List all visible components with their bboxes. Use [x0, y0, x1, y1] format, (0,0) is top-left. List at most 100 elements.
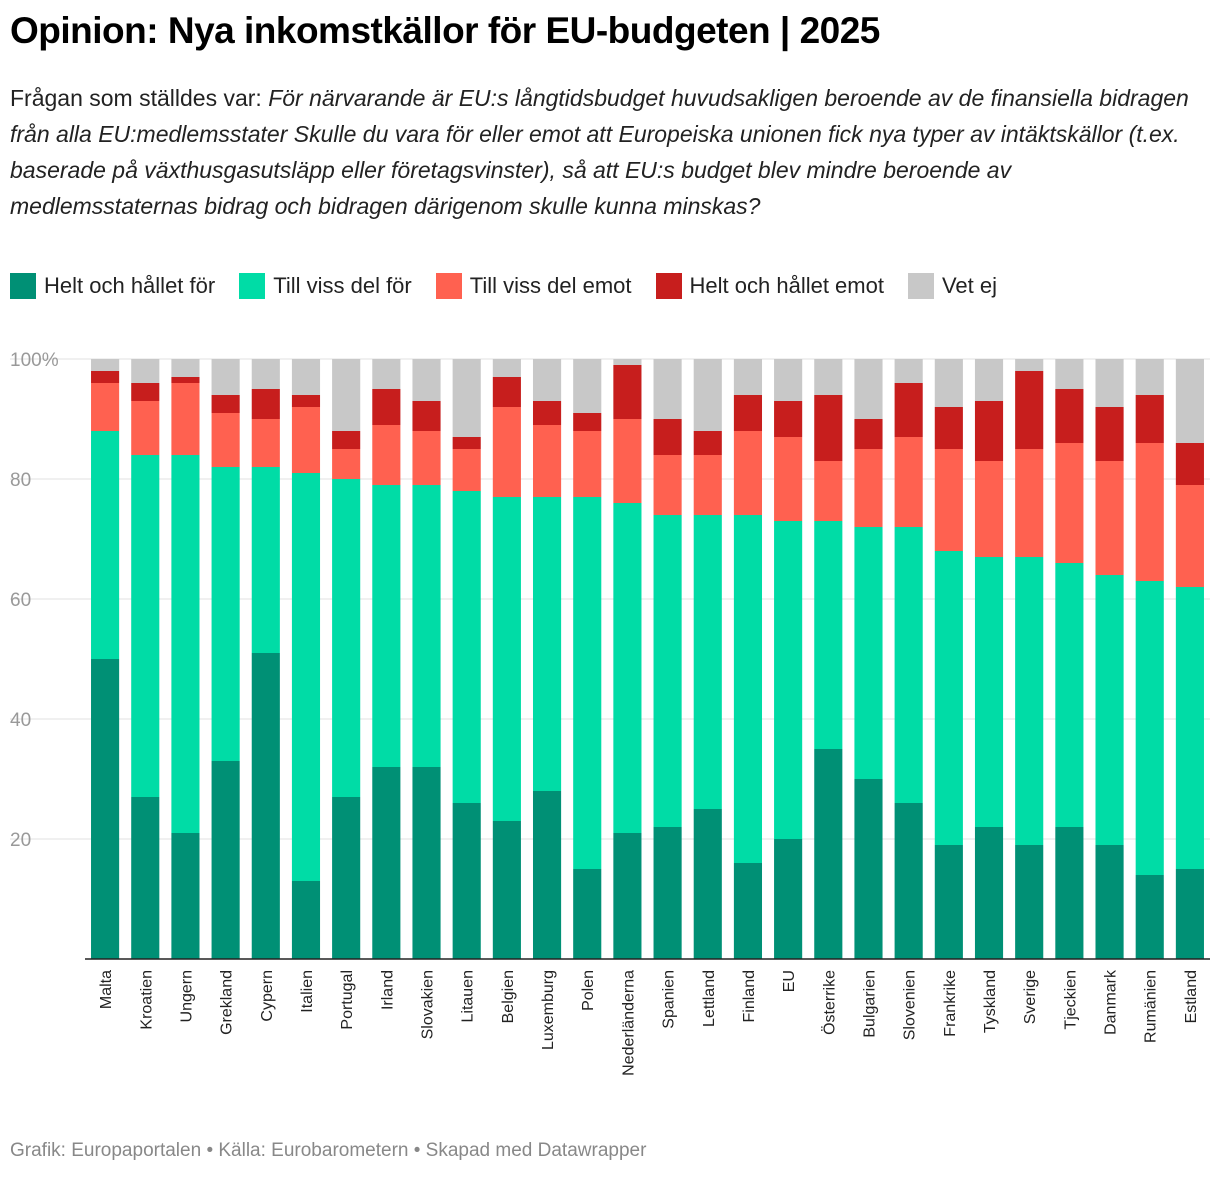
subtitle: För närvarande är EU:s långtidsbudget hu…	[10, 85, 1189, 219]
bar-segment	[613, 419, 642, 503]
bar-segment	[814, 749, 843, 959]
bar-segment	[412, 767, 441, 959]
bar-segment	[532, 791, 562, 959]
bar-segment	[573, 497, 602, 869]
bar-segment	[653, 515, 682, 827]
bar-segment	[774, 359, 803, 401]
bar-segment	[372, 389, 401, 425]
x-tick-label: Belgien	[500, 970, 517, 1023]
x-tick-label: Österrike	[820, 970, 838, 1035]
bar-segment	[211, 395, 240, 413]
bar-segment	[974, 827, 1004, 959]
bar-segment	[934, 551, 963, 845]
bar-segment	[1055, 443, 1084, 563]
bar-segment	[1015, 557, 1044, 845]
bar-segment	[452, 803, 481, 959]
bar-segment	[854, 527, 883, 779]
bar-segment	[573, 413, 602, 431]
bar-segment	[452, 449, 481, 491]
bar-segment	[693, 515, 722, 809]
bar-segment	[1015, 845, 1044, 959]
bar-segment	[532, 425, 562, 497]
legend-swatch	[239, 273, 266, 299]
bar-segment	[171, 359, 200, 377]
subtitle-block: Frågan som ställdes var: För närvarande …	[10, 80, 1200, 224]
bar-segment	[1015, 371, 1044, 449]
bar-segment	[693, 455, 722, 515]
bar-segment	[211, 359, 240, 395]
bar-segment	[974, 359, 1004, 401]
bar-segment	[894, 803, 923, 959]
x-tick-label: EU	[781, 970, 798, 992]
bar-segment	[412, 485, 441, 767]
bar-segment	[1175, 869, 1204, 959]
bar-segment	[854, 449, 883, 527]
y-tick-label: 40	[10, 710, 31, 731]
bar-segment	[1175, 485, 1204, 587]
bar-segment	[492, 497, 521, 821]
bar-segment	[1135, 875, 1164, 959]
bar-segment	[934, 845, 963, 959]
bar-segment	[211, 761, 240, 959]
y-tick-label: 80	[10, 470, 31, 491]
bar-segment	[171, 455, 200, 833]
bar-segment	[1095, 845, 1124, 959]
legend-swatch	[10, 273, 36, 299]
bar-segment	[1055, 827, 1084, 959]
x-tick-label: Tjeckien	[1062, 970, 1079, 1030]
bar-segment	[131, 455, 160, 797]
bar-segment	[894, 359, 923, 383]
bar-segment	[613, 503, 642, 833]
bar-segment	[1095, 407, 1124, 461]
bar-segment	[1175, 587, 1204, 869]
x-tick-label: Kroatien	[138, 970, 155, 1030]
bar-segment	[251, 467, 280, 653]
bar-segment	[854, 419, 883, 449]
bar-segment	[91, 659, 120, 959]
bar-segment	[332, 359, 361, 431]
bar-segment	[934, 407, 963, 449]
x-tick-label: Lettland	[701, 970, 718, 1027]
bar-segment	[733, 395, 763, 431]
legend-label: Till viss del emot	[469, 273, 632, 298]
bar-segment	[91, 371, 120, 383]
x-tick-label: Finland	[741, 970, 758, 1022]
x-tick-label: Portugal	[339, 970, 356, 1030]
bar-segment	[291, 395, 321, 407]
bar-segment	[934, 449, 963, 551]
legend-swatch	[435, 273, 462, 299]
bar-segment	[372, 425, 401, 485]
bar-segment	[573, 431, 602, 497]
bar-segment	[452, 437, 481, 449]
x-tick-label: Danmark	[1103, 969, 1120, 1035]
bar-segment	[1135, 395, 1164, 443]
x-tick-label: Grekland	[219, 970, 236, 1035]
bar-segment	[974, 401, 1004, 461]
legend-item: Till viss del emot	[435, 273, 632, 299]
x-tick-label: Frankrike	[942, 970, 959, 1037]
bar-segment	[1095, 461, 1124, 575]
bar-segment	[1055, 563, 1084, 827]
bar-segment	[693, 809, 722, 959]
bar-segment	[412, 401, 441, 431]
bar-segment	[291, 473, 321, 881]
footer: Grafik: Europaportalen • Källa: Eurobaro…	[10, 1140, 647, 1161]
bar-segment	[1055, 389, 1084, 443]
bar-segment	[653, 419, 682, 455]
x-tick-label: Ungern	[178, 970, 195, 1022]
bar-segment	[894, 527, 923, 803]
bar-segment	[291, 407, 321, 473]
x-tick-label: Spanien	[661, 970, 678, 1029]
bar-segment	[412, 359, 441, 401]
bar-segment	[894, 437, 923, 527]
bar-segment	[1175, 359, 1204, 443]
bar-segment	[814, 521, 843, 749]
bar-segment	[332, 449, 361, 479]
bar-segment	[653, 827, 682, 959]
bar-segment	[854, 779, 883, 959]
bar-segment	[332, 431, 361, 449]
y-tick-label: 100%	[10, 350, 59, 371]
bar-segment	[91, 383, 120, 431]
x-tick-label: Litauen	[460, 970, 477, 1023]
